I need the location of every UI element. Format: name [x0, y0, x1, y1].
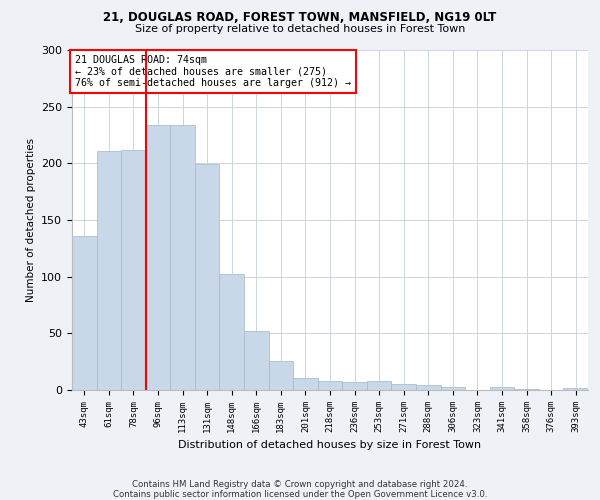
Bar	[170, 125, 195, 390]
Bar	[146, 125, 170, 390]
Bar	[195, 164, 220, 390]
Bar	[72, 236, 97, 390]
X-axis label: Distribution of detached houses by size in Forest Town: Distribution of detached houses by size …	[178, 440, 482, 450]
Bar	[391, 384, 416, 390]
Text: 21 DOUGLAS ROAD: 74sqm
← 23% of detached houses are smaller (275)
76% of semi-de: 21 DOUGLAS ROAD: 74sqm ← 23% of detached…	[74, 55, 350, 88]
Bar	[318, 381, 342, 390]
Bar	[563, 388, 588, 390]
Y-axis label: Number of detached properties: Number of detached properties	[26, 138, 35, 302]
Bar	[367, 381, 391, 390]
Bar	[121, 150, 146, 390]
Bar	[416, 386, 440, 390]
Text: 21, DOUGLAS ROAD, FOREST TOWN, MANSFIELD, NG19 0LT: 21, DOUGLAS ROAD, FOREST TOWN, MANSFIELD…	[103, 11, 497, 24]
Bar	[514, 389, 539, 390]
Bar	[269, 360, 293, 390]
Bar	[440, 386, 465, 390]
Bar	[293, 378, 318, 390]
Bar	[490, 386, 514, 390]
Text: Size of property relative to detached houses in Forest Town: Size of property relative to detached ho…	[135, 24, 465, 34]
Bar	[220, 274, 244, 390]
Text: Contains HM Land Registry data © Crown copyright and database right 2024.
Contai: Contains HM Land Registry data © Crown c…	[113, 480, 487, 499]
Bar	[342, 382, 367, 390]
Bar	[244, 331, 269, 390]
Bar	[97, 151, 121, 390]
